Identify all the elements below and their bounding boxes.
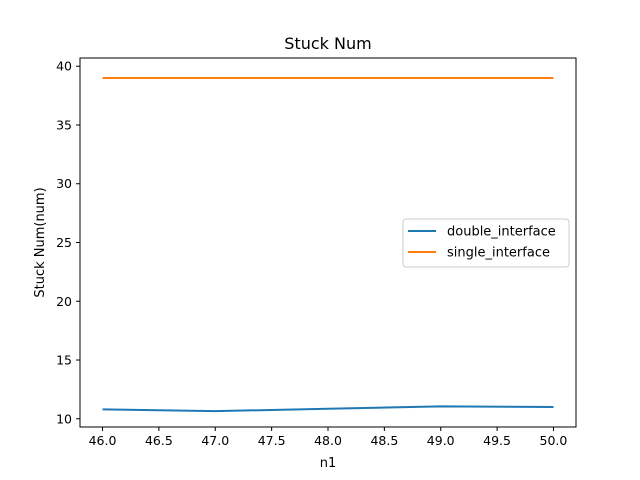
x-tick-label: 49.0	[427, 433, 455, 448]
x-tick-label: 48.0	[314, 433, 342, 448]
y-tick-label: 10	[56, 411, 72, 426]
x-tick-label: 46.0	[89, 433, 117, 448]
series-line-double_interface	[102, 405, 554, 413]
x-tick-label: 48.5	[370, 433, 398, 448]
x-tick-label: 50.0	[540, 433, 568, 448]
series-layer	[102, 76, 554, 413]
legend: double_interface single_interface	[402, 218, 570, 268]
y-tick-label: 20	[56, 294, 72, 309]
y-tick-label: 40	[56, 59, 72, 74]
x-tick-label: 49.5	[483, 433, 511, 448]
y-tick-label: 30	[56, 176, 72, 191]
legend-box	[402, 218, 570, 268]
x-axis-label: n1	[320, 456, 337, 471]
y-axis-label: Stuck Num(num)	[33, 187, 48, 297]
x-tick-label: 47.0	[201, 433, 229, 448]
y-tick-label: 15	[56, 353, 72, 368]
legend-label-double_interface: double_interface	[447, 225, 556, 240]
x-tick-label: 46.5	[145, 433, 173, 448]
legend-label-single_interface: single_interface	[447, 246, 550, 261]
y-axis: 10 15 20 25 30 35 40	[56, 59, 80, 426]
plot-frame	[79, 57, 577, 428]
y-tick-label: 35	[56, 117, 72, 132]
y-tick-label: 25	[56, 235, 72, 250]
x-tick-label: 47.5	[258, 433, 286, 448]
x-axis: 46.0 46.5 47.0 47.5 48.0 48.5 49.0 49.5 50.0	[89, 427, 568, 448]
chart-title: Stuck Num	[284, 34, 371, 53]
